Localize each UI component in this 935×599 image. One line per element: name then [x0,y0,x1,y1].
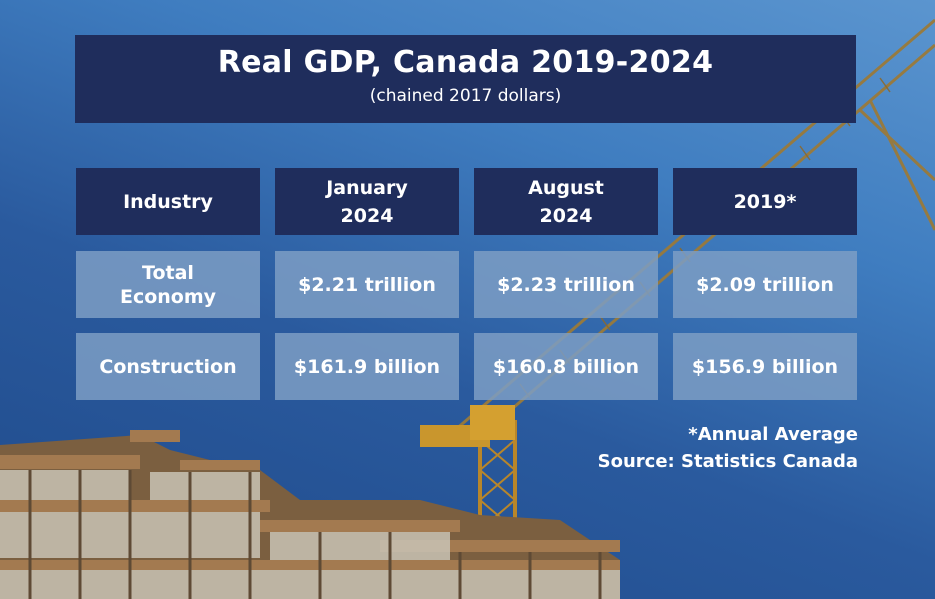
notes-block: *Annual Average Source: Statistics Canad… [598,421,858,475]
column-header-january-2024: January 2024 [275,168,459,235]
column-header-2019: 2019* [673,168,857,235]
header-line1: Industry [123,190,213,213]
row-label-line1: Total [142,261,194,284]
title-banner: Real GDP, Canada 2019-2024 (chained 2017… [75,35,856,123]
column-header-industry: Industry [76,168,260,235]
table-cell: $161.9 billion [275,333,459,400]
source-text: Source: Statistics Canada [597,451,858,472]
row-label-line2: Economy [119,285,217,308]
chart-title: Real GDP, Canada 2019-2024 [217,45,714,80]
chart-subtitle: (chained 2017 dollars) [369,86,562,106]
table-cell: $156.9 billion [673,333,857,400]
table-cell: $160.8 billion [474,333,658,400]
table-cell: $2.21 trillion [275,251,459,318]
table-cell: $2.09 trillion [673,251,857,318]
column-header-august-2024: August 2024 [474,168,658,235]
row-label-total-economy: Total Economy [76,251,260,318]
table-cell: $2.23 trillion [474,251,658,318]
header-line1: August [528,176,604,199]
row-label-construction: Construction [76,333,260,400]
header-line1: January [326,176,408,199]
header-line2: 2024 [539,204,593,227]
footnote-text: *Annual Average [688,424,858,445]
header-line2: 2024 [340,204,394,227]
header-line1: 2019* [733,190,797,213]
